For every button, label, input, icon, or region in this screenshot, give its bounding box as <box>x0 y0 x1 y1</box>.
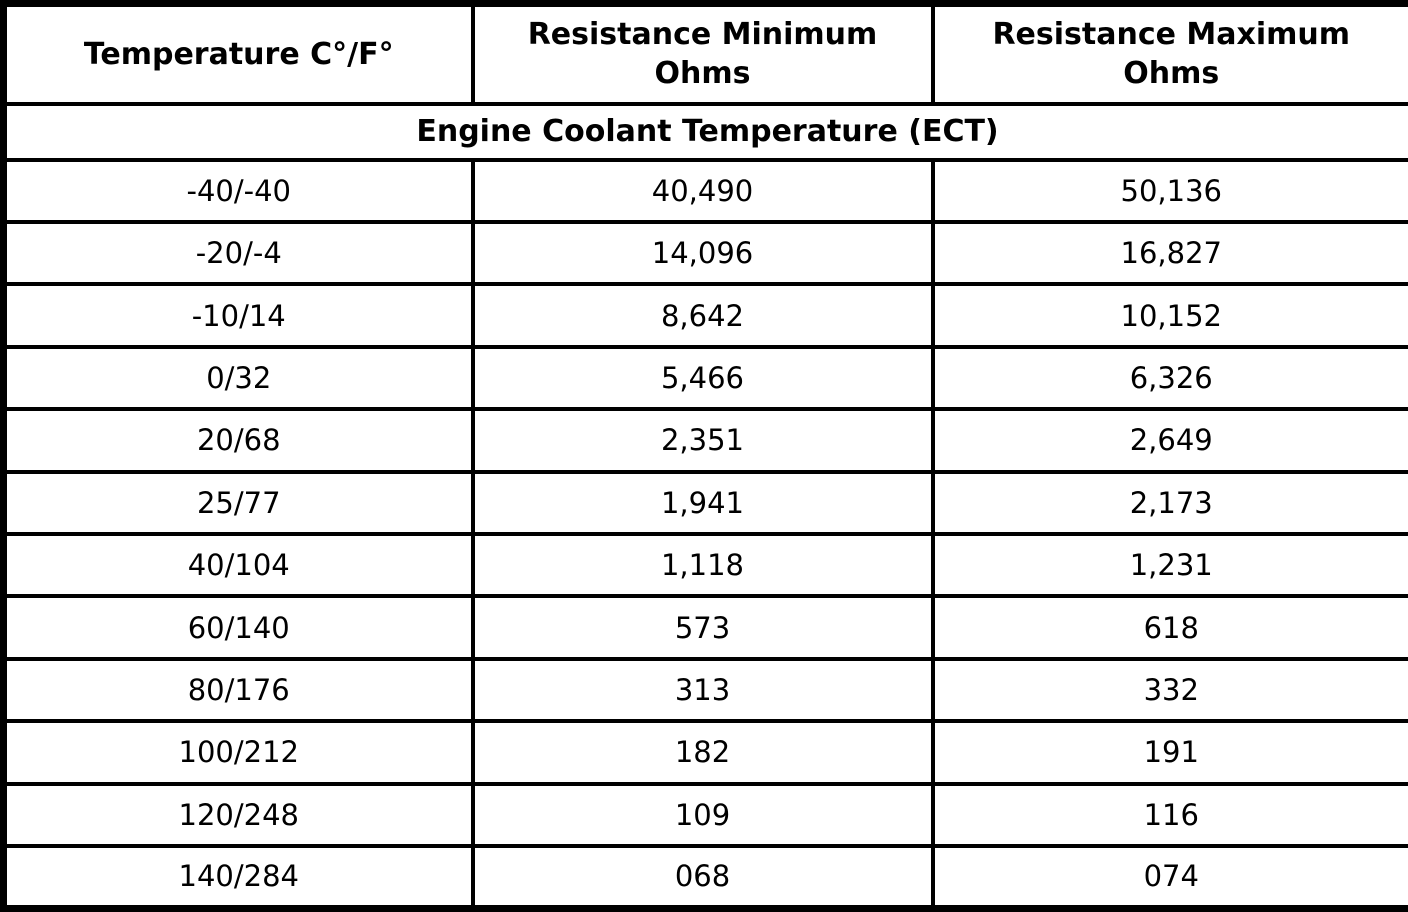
cell-resistance-min: 573 <box>470 594 935 661</box>
cell-temperature: 140/284 <box>1 843 475 911</box>
cell-resistance-min: 8,642 <box>470 282 935 349</box>
table-row: -20/-4 14,096 16,827 <box>1 219 1408 287</box>
cell-resistance-min: 2,351 <box>470 407 935 474</box>
cell-resistance-max: 6,326 <box>930 344 1408 412</box>
cell-temperature: 40/104 <box>1 531 475 599</box>
cell-temperature: 80/176 <box>1 656 475 724</box>
cell-resistance-max: 50,136 <box>930 157 1408 224</box>
table-row: 20/68 2,351 2,649 <box>1 407 1408 474</box>
table-row: -10/14 8,642 10,152 <box>1 282 1408 349</box>
cell-resistance-min: 40,490 <box>470 157 935 224</box>
cell-resistance-max: 332 <box>930 656 1408 724</box>
cell-temperature: 120/248 <box>1 781 475 848</box>
cell-temperature: 100/212 <box>1 719 475 786</box>
cell-resistance-max: 116 <box>930 781 1408 848</box>
section-title: Engine Coolant Temperature (ECT) <box>1 101 1408 162</box>
col-header-resistance-min: Resistance Minimum Ohms <box>470 1 935 106</box>
cell-resistance-min: 14,096 <box>470 219 935 287</box>
cell-resistance-min: 1,118 <box>470 531 935 599</box>
cell-temperature: -40/-40 <box>1 157 475 224</box>
table-row: 0/32 5,466 6,326 <box>1 344 1408 412</box>
cell-resistance-max: 10,152 <box>930 282 1408 349</box>
col-header-temperature: Temperature C°/F° <box>1 1 475 106</box>
table-row: 100/212 182 191 <box>1 719 1408 786</box>
table-row: 140/284 068 074 <box>1 843 1408 911</box>
cell-resistance-max: 2,649 <box>930 407 1408 474</box>
cell-resistance-min: 109 <box>470 781 935 848</box>
section-title-row: Engine Coolant Temperature (ECT) <box>1 101 1408 162</box>
cell-temperature: 25/77 <box>1 469 475 536</box>
cell-resistance-min: 313 <box>470 656 935 724</box>
table-row: 25/77 1,941 2,173 <box>1 469 1408 536</box>
table-row: 40/104 1,118 1,231 <box>1 531 1408 599</box>
cell-resistance-max: 1,231 <box>930 531 1408 599</box>
cell-resistance-min: 182 <box>470 719 935 786</box>
cell-temperature: 60/140 <box>1 594 475 661</box>
cell-resistance-min: 5,466 <box>470 344 935 412</box>
cell-temperature: 20/68 <box>1 407 475 474</box>
header-row: Temperature C°/F° Resistance Minimum Ohm… <box>1 1 1408 106</box>
cell-resistance-max: 074 <box>930 843 1408 911</box>
cell-resistance-max: 618 <box>930 594 1408 661</box>
cell-temperature: -10/14 <box>1 282 475 349</box>
cell-resistance-max: 2,173 <box>930 469 1408 536</box>
col-header-resistance-max: Resistance Maximum Ohms <box>930 1 1408 106</box>
table-row: 60/140 573 618 <box>1 594 1408 661</box>
cell-resistance-max: 191 <box>930 719 1408 786</box>
cell-temperature: 0/32 <box>1 344 475 412</box>
cell-resistance-min: 1,941 <box>470 469 935 536</box>
table-row: 80/176 313 332 <box>1 656 1408 724</box>
cell-resistance-max: 16,827 <box>930 219 1408 287</box>
cell-temperature: -20/-4 <box>1 219 475 287</box>
table-row: 120/248 109 116 <box>1 781 1408 848</box>
table-row: -40/-40 40,490 50,136 <box>1 157 1408 224</box>
cell-resistance-min: 068 <box>470 843 935 911</box>
